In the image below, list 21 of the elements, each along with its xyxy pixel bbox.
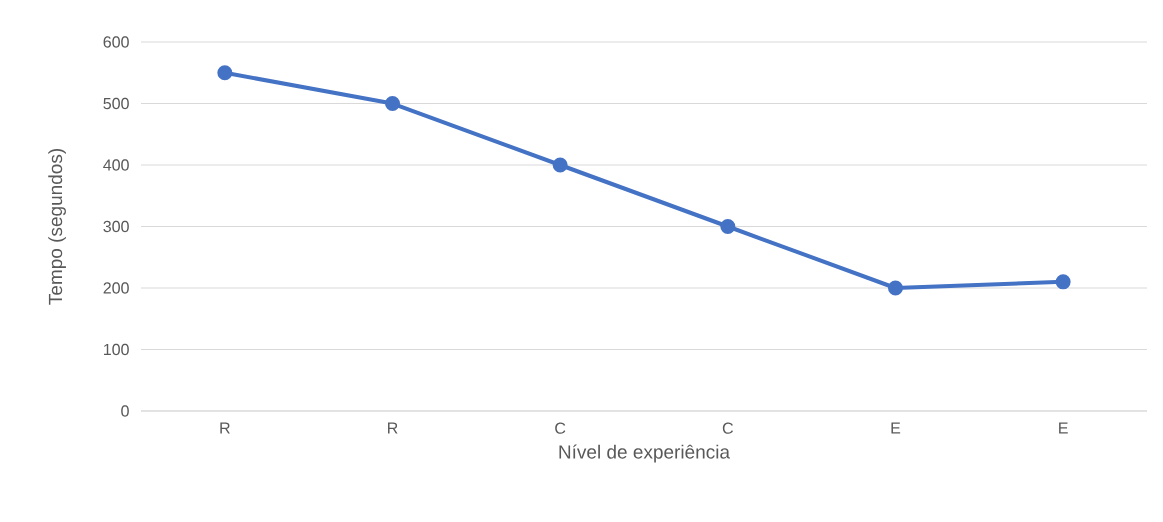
point	[552, 157, 568, 173]
y-tick-label: 300	[103, 220, 129, 233]
x-tick-label: R	[388, 422, 398, 434]
y-tick-label: 600	[103, 36, 129, 48]
y-tick-label: 100	[104, 343, 129, 356]
y-axis-title: Tempo (segundos)	[48, 149, 66, 305]
y-tick-label: 500	[103, 97, 129, 110]
point	[1055, 274, 1071, 290]
y-tick-label: 0	[121, 405, 129, 417]
x-tick-label: C	[555, 422, 566, 434]
x-axis-title: Nível de experiência	[559, 444, 731, 463]
x-tick-label: R	[220, 422, 230, 434]
point	[217, 65, 233, 81]
point	[887, 280, 903, 296]
point	[384, 96, 400, 111]
y-tick-label: 200	[103, 282, 129, 294]
x-tick-label: E	[1059, 422, 1068, 434]
point	[720, 219, 736, 234]
y-tick-label: 400	[103, 159, 129, 171]
x-tick-label: C	[722, 422, 733, 434]
x-tick-label: E	[891, 422, 901, 434]
